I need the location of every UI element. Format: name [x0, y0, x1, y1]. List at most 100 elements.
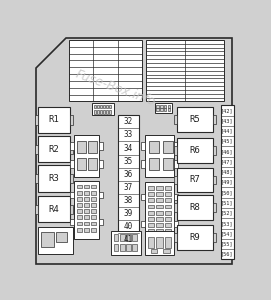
Bar [91, 184, 96, 188]
Bar [156, 199, 163, 202]
Bar [35, 174, 38, 183]
Bar [99, 160, 103, 168]
Text: [55]: [55] [221, 242, 234, 246]
Bar [156, 104, 159, 108]
Bar [148, 237, 154, 248]
Bar [160, 104, 163, 108]
Bar [109, 110, 111, 114]
Text: [43]: [43] [221, 118, 234, 123]
Bar [91, 197, 96, 201]
Text: [56]: [56] [221, 252, 234, 257]
Bar [165, 217, 171, 221]
Bar [148, 229, 154, 233]
Bar [126, 234, 131, 241]
Bar [177, 225, 213, 250]
Bar [74, 135, 99, 177]
Polygon shape [36, 38, 232, 264]
Bar [168, 108, 170, 112]
Bar [70, 174, 73, 183]
Bar [177, 168, 213, 191]
Bar [84, 184, 89, 188]
Bar [114, 234, 118, 241]
Bar [132, 234, 137, 241]
Bar [156, 237, 163, 248]
Bar [156, 223, 163, 227]
Bar [93, 104, 96, 108]
Bar [91, 215, 96, 219]
Bar [70, 219, 74, 225]
Bar [148, 186, 154, 190]
Bar [174, 221, 178, 227]
Text: 39: 39 [124, 209, 133, 218]
Bar [156, 229, 163, 233]
Bar [91, 203, 96, 207]
Text: 36: 36 [124, 170, 133, 179]
Bar [70, 192, 74, 199]
Bar [70, 115, 73, 124]
Bar [38, 196, 70, 222]
Bar [213, 233, 216, 242]
Bar [163, 158, 173, 170]
Bar [100, 110, 102, 114]
Bar [84, 197, 89, 201]
Bar [77, 184, 82, 188]
Bar [77, 215, 82, 219]
Text: R7: R7 [190, 176, 201, 184]
Bar [97, 110, 99, 114]
Text: [49]: [49] [221, 180, 234, 185]
Bar [174, 176, 177, 184]
Bar [103, 104, 105, 108]
Bar [84, 191, 89, 195]
Bar [84, 222, 89, 225]
Bar [70, 205, 73, 214]
Bar [77, 222, 82, 225]
Text: R1: R1 [49, 116, 59, 124]
Bar [156, 186, 163, 190]
Bar [93, 110, 96, 114]
Bar [156, 108, 159, 112]
Text: R8: R8 [190, 203, 201, 212]
Bar [156, 217, 163, 221]
Text: 33: 33 [124, 130, 133, 140]
Bar [70, 160, 74, 168]
Text: R2: R2 [49, 145, 59, 154]
Bar [106, 104, 108, 108]
Text: [46]: [46] [221, 149, 234, 154]
Bar [165, 229, 171, 233]
Text: [47]: [47] [221, 159, 234, 164]
Bar [35, 115, 38, 124]
Bar [106, 110, 108, 114]
Text: [42]: [42] [221, 108, 234, 113]
Bar [84, 215, 89, 219]
Bar [132, 244, 137, 251]
Bar [111, 231, 141, 256]
Bar [174, 115, 177, 124]
Bar [148, 211, 154, 214]
Bar [38, 136, 70, 162]
Bar [177, 138, 213, 163]
Bar [77, 203, 82, 207]
Bar [77, 158, 86, 170]
Bar [165, 223, 171, 227]
Bar [165, 205, 171, 208]
Bar [213, 115, 216, 124]
Bar [174, 233, 177, 242]
Bar [165, 211, 171, 214]
Bar [56, 232, 67, 242]
Bar [151, 249, 157, 253]
Bar [165, 192, 171, 196]
Bar [84, 228, 89, 232]
Text: R9: R9 [190, 233, 201, 242]
Bar [88, 158, 97, 170]
Bar [114, 244, 118, 251]
Bar [77, 197, 82, 201]
Text: [53]: [53] [221, 221, 234, 226]
Bar [70, 142, 74, 150]
Bar [149, 141, 159, 153]
Bar [156, 192, 163, 196]
Text: 38: 38 [124, 196, 133, 205]
Bar [174, 194, 178, 200]
Bar [91, 209, 96, 213]
Bar [145, 231, 174, 256]
Bar [126, 244, 131, 251]
